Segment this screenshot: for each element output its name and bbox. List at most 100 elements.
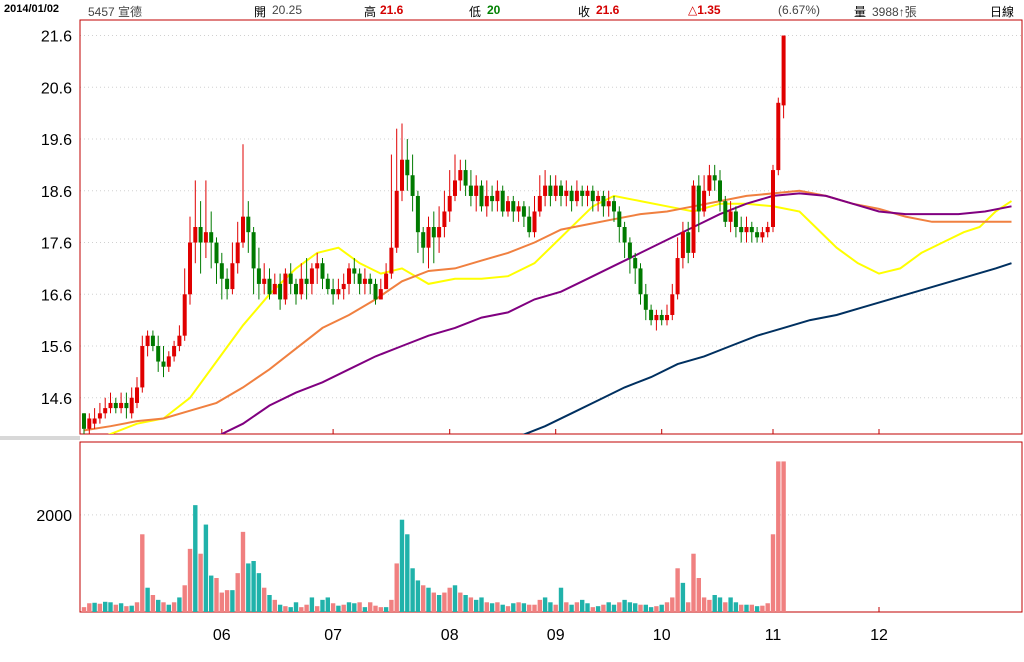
volume-bar: [304, 604, 309, 612]
volume-bar: [744, 604, 749, 612]
volume-bar: [108, 602, 113, 612]
candle-body: [193, 227, 198, 243]
ma20-line: [83, 189, 1012, 432]
candle-body: [638, 268, 643, 295]
candle-body: [384, 273, 389, 290]
volume-bar: [611, 604, 617, 612]
volume-bar: [182, 585, 187, 612]
candle-body: [468, 185, 473, 196]
candle-body: [336, 289, 341, 295]
close-label: 收: [578, 5, 591, 19]
price-axis: 21.6 20.6 19.6 18.6 17.6 16.6 15.6 14.6: [41, 29, 72, 408]
candle-body: [156, 346, 161, 362]
month-tick-label: 06: [213, 627, 231, 644]
candle-body: [474, 185, 479, 196]
candle-body: [665, 314, 669, 321]
candle-body: [108, 402, 113, 409]
candle-body: [516, 206, 521, 212]
volume-bar: [500, 604, 505, 612]
volume-bar: [537, 599, 542, 612]
candle-body: [484, 195, 489, 207]
candle-body: [177, 335, 182, 347]
volume-bar: [723, 602, 728, 612]
volume-bar: [558, 587, 564, 612]
volume-label: 量: [854, 5, 867, 19]
price-tick-label: 21.6: [41, 29, 72, 46]
candle-body: [733, 211, 738, 227]
stock-name: 5457 宣德: [88, 5, 143, 19]
candle-body: [378, 289, 383, 300]
volume-bar: [288, 607, 293, 612]
candle-body: [495, 190, 500, 202]
volume-bar: [373, 605, 378, 612]
high-value: 21.6: [380, 3, 404, 17]
volume-bar: [701, 597, 707, 612]
candle-body: [612, 201, 616, 212]
volume-bar: [468, 597, 474, 612]
candle-body: [431, 227, 436, 238]
volume-bar: [283, 606, 288, 612]
volume-bar: [527, 604, 532, 612]
volume-bar: [601, 604, 606, 612]
candle-body: [394, 190, 399, 248]
volume-bar: [569, 604, 574, 612]
quote-header: 2014/01/02 5457 宣德 開 20.25 高 21.6 低 20 收…: [0, 0, 1024, 20]
volume-bar: [760, 605, 765, 612]
candle-body: [92, 418, 97, 424]
volume-bar: [659, 604, 664, 612]
candle-body: [659, 314, 664, 321]
candle-body: [718, 180, 722, 202]
volume-bar: [251, 561, 256, 612]
candle-body: [606, 201, 611, 207]
candle-body: [113, 402, 118, 409]
candle-body: [166, 356, 171, 367]
candle-body: [415, 195, 420, 233]
volume-bar: [240, 531, 246, 612]
volume-bar: [352, 603, 357, 612]
month-tick-label: 08: [441, 627, 459, 644]
price-tick-label: 15.6: [41, 339, 72, 356]
candle-body: [347, 268, 351, 284]
volume-bar: [277, 604, 283, 612]
ma120-line: [522, 262, 1012, 434]
volume-bar: [81, 607, 87, 612]
volume-bar: [320, 599, 325, 612]
volume-bar: [463, 595, 468, 612]
candle-body: [124, 402, 129, 409]
low-label: 低: [469, 5, 482, 19]
volume-bar: [198, 553, 203, 612]
candle-body: [172, 346, 177, 357]
candle-body: [590, 190, 595, 202]
volume-bar: [648, 607, 654, 612]
volume-bar: [696, 578, 701, 612]
volume-bar: [103, 601, 108, 612]
candlesticks: [82, 35, 786, 434]
volume-bar: [92, 602, 97, 612]
volume-bar: [134, 602, 140, 612]
candle-body: [421, 232, 426, 248]
volume-bar: [458, 592, 463, 612]
volume-bar: [712, 595, 717, 612]
volume-bar: [315, 606, 320, 612]
candle-body: [405, 159, 410, 176]
high-label: 高: [364, 5, 377, 19]
candle-body: [755, 232, 760, 238]
volume-bar: [166, 604, 171, 612]
candle-body: [532, 211, 537, 233]
volume-tick-label: 2000: [36, 508, 72, 525]
candle-body: [145, 335, 150, 347]
change-percent: (6.67%): [778, 3, 821, 17]
candle-body: [272, 283, 277, 295]
candle-body: [230, 263, 235, 290]
volume-bar: [564, 602, 569, 612]
volume-bar: [638, 604, 643, 612]
candle-body: [150, 335, 155, 347]
volume-bar: [680, 582, 686, 612]
month-tick-label: 07: [324, 627, 342, 644]
candle-body: [643, 294, 648, 310]
candle-body: [580, 190, 585, 196]
volume-bar: [474, 599, 479, 612]
candle-body: [235, 242, 240, 264]
candle-body: [627, 242, 632, 259]
candle-body: [564, 190, 569, 196]
